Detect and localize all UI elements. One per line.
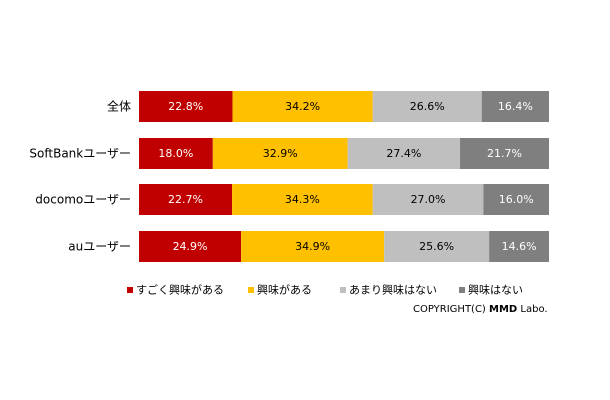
bar-segment — [481, 91, 549, 122]
copyright-prefix: COPYRIGHT(C) — [413, 304, 490, 315]
data-label: 22.8% — [168, 100, 203, 113]
bar-segment — [139, 231, 242, 262]
legend-swatch — [248, 287, 254, 293]
data-label: 24.9% — [173, 240, 208, 253]
legend-label: 興味がある — [257, 283, 312, 297]
category-label: docomoユーザー — [35, 193, 131, 207]
data-label: 18.0% — [158, 147, 193, 160]
bar-segment — [139, 184, 233, 215]
copyright-notice: COPYRIGHT(C) MMD Labo. — [413, 304, 548, 315]
bar-segment — [139, 138, 213, 169]
data-label: 16.4% — [498, 100, 533, 113]
data-label: 27.4% — [386, 147, 421, 160]
category-labels: 全体 SoftBankユーザー docomoユーザー auユーザー — [29, 99, 131, 254]
copyright-suffix: Labo. — [517, 304, 548, 315]
bar-segment — [232, 91, 373, 122]
data-label: 34.9% — [295, 240, 330, 253]
bar-segment — [372, 184, 484, 215]
category-label: 全体 — [107, 99, 131, 114]
data-label: 16.0% — [499, 193, 534, 206]
legend-swatch — [340, 287, 346, 293]
data-label: 34.3% — [285, 193, 320, 206]
bar-segment — [483, 184, 549, 215]
category-label: SoftBankユーザー — [29, 147, 131, 161]
bars: 22.8% 34.2% 26.6% 16.4% 18.0% 32.9% 27.4% 21.7%… — [139, 91, 549, 262]
legend-swatch — [459, 287, 465, 293]
copyright-brand: MMD — [489, 304, 518, 315]
bar-segment — [384, 231, 490, 262]
bar-segment — [347, 138, 461, 169]
bar-segment — [139, 91, 233, 122]
data-label: 14.6% — [502, 240, 537, 253]
legend-label: あまり興味はない — [349, 284, 437, 297]
legend-label: すごく興味がある — [136, 283, 224, 297]
data-label: 26.6% — [410, 100, 445, 113]
legend-label: 興味はない — [468, 284, 523, 297]
data-label: 22.7% — [168, 193, 203, 206]
bar-segment — [372, 91, 482, 122]
bar-segment — [212, 138, 348, 169]
data-label: 25.6% — [419, 240, 454, 253]
data-label: 21.7% — [487, 147, 522, 160]
bar-segment — [241, 231, 385, 262]
bar-segment — [489, 231, 549, 262]
data-label: 34.2% — [285, 100, 320, 113]
legend: すごく興味がある 興味がある あまり興味はない 興味はない — [127, 283, 523, 297]
data-label: 27.0% — [411, 193, 446, 206]
legend-swatch — [127, 287, 133, 293]
bar-segment — [460, 138, 549, 169]
bar-segment — [232, 184, 373, 215]
category-label: auユーザー — [68, 240, 131, 254]
data-label: 32.9% — [263, 147, 298, 160]
